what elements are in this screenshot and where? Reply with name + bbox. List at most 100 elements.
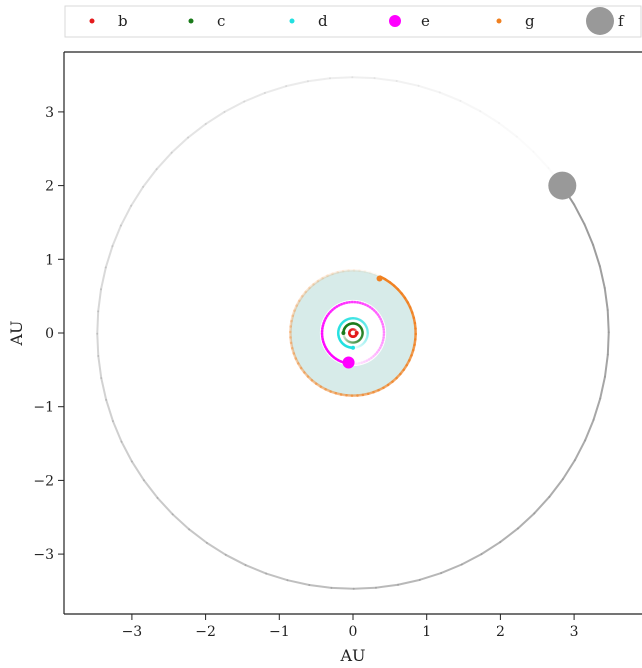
orbit-segment bbox=[265, 572, 289, 582]
orbit-segment bbox=[359, 337, 363, 341]
orbit-segment bbox=[119, 204, 133, 227]
orbit-segment bbox=[187, 122, 207, 139]
x-tick-label: −3 bbox=[122, 624, 143, 640]
orbit-segment bbox=[301, 290, 307, 298]
orbit-segment bbox=[374, 311, 380, 316]
y-tick-label: −3 bbox=[33, 547, 54, 563]
orbit-segment bbox=[381, 322, 385, 329]
orbit-segment bbox=[295, 299, 301, 307]
orbit-segment bbox=[314, 382, 323, 388]
orbit-segment bbox=[368, 271, 377, 276]
orbit-segment bbox=[363, 339, 368, 343]
orbit-segment bbox=[362, 321, 366, 325]
orbit-segment bbox=[111, 420, 123, 443]
orbit-segment bbox=[381, 338, 385, 345]
legend-label-e: e bbox=[421, 12, 430, 30]
orbit-segment bbox=[188, 528, 208, 544]
orbit-segment bbox=[516, 512, 536, 530]
orbit-segment bbox=[357, 339, 361, 343]
orbit-segment bbox=[374, 583, 400, 589]
planet-f bbox=[548, 171, 577, 200]
orbit-segment bbox=[479, 110, 501, 125]
orbit-segment bbox=[244, 564, 268, 575]
orbit-segment bbox=[360, 319, 364, 323]
orbit-segment bbox=[96, 332, 100, 357]
orbit-segment bbox=[480, 541, 502, 556]
orbit-segment bbox=[291, 309, 296, 318]
y-tick-label: −2 bbox=[33, 473, 54, 489]
orbit-segment bbox=[606, 309, 610, 334]
legend-marker-f bbox=[586, 7, 614, 35]
orbit-segment bbox=[592, 397, 602, 421]
orbit-segment bbox=[363, 270, 372, 275]
orbit-segment bbox=[142, 479, 159, 499]
orbit-segment bbox=[224, 553, 247, 567]
orbit-segment bbox=[343, 337, 347, 341]
planet-e bbox=[342, 356, 355, 369]
y-tick-label: 2 bbox=[45, 179, 54, 195]
orbit-segment bbox=[532, 150, 550, 170]
orbit-segment bbox=[170, 136, 190, 154]
legend-marker-c bbox=[188, 18, 194, 24]
orbit-segment bbox=[294, 357, 300, 365]
orbit-segment bbox=[142, 168, 158, 188]
orbit-segment bbox=[341, 269, 350, 273]
orbit-segment bbox=[361, 302, 367, 306]
planet-b bbox=[354, 331, 359, 335]
orbit-segment bbox=[330, 586, 355, 590]
orbit-segment bbox=[308, 583, 333, 589]
y-tick-label: 3 bbox=[45, 105, 54, 121]
orbit-segment bbox=[155, 151, 173, 171]
y-tick-label: 0 bbox=[45, 326, 54, 342]
orbit-segment bbox=[359, 318, 363, 323]
orbit-segment bbox=[371, 307, 376, 312]
orbit-segment bbox=[363, 359, 369, 364]
orbit-segment bbox=[395, 80, 420, 87]
orbit-d bbox=[337, 317, 369, 349]
orbit-segment bbox=[304, 286, 311, 294]
orbit-segment bbox=[366, 304, 372, 309]
orbit-segment bbox=[303, 371, 310, 378]
orbit-segment bbox=[599, 375, 606, 400]
orbit-segment bbox=[358, 301, 365, 305]
orbit-segment bbox=[130, 185, 145, 207]
x-tick-label: 3 bbox=[570, 624, 579, 640]
legend-label-b: b bbox=[118, 12, 128, 30]
y-axis-label: AU bbox=[7, 320, 26, 346]
orbit-segment bbox=[263, 85, 288, 94]
x-tick-label: −2 bbox=[195, 624, 216, 640]
orbit-segment bbox=[306, 375, 314, 382]
orbit-segment bbox=[357, 318, 362, 322]
orbit-segment bbox=[299, 366, 306, 374]
y-tick-label: 1 bbox=[45, 252, 54, 268]
orbit-f bbox=[96, 76, 610, 590]
legend-box bbox=[64, 5, 642, 38]
orbit-segment bbox=[298, 294, 304, 303]
y-tick-label: −1 bbox=[33, 400, 54, 416]
orbit-segment bbox=[223, 100, 246, 113]
orbit-segment bbox=[293, 304, 298, 312]
orbit-segment bbox=[105, 398, 114, 423]
orbit-segment bbox=[358, 269, 367, 273]
plot-area: −3 −2 −1 0 1 2 3 −3 −2 −1 0 1 2 3 bbox=[33, 51, 642, 640]
legend-marker-e bbox=[389, 15, 401, 27]
legend-label-g: g bbox=[525, 12, 535, 30]
planet-c bbox=[341, 331, 346, 335]
orbit-segment bbox=[606, 331, 610, 356]
orbit-segment bbox=[204, 110, 226, 125]
orbit-segment bbox=[357, 361, 364, 365]
orbit-segment bbox=[156, 496, 174, 516]
orbit-segment bbox=[418, 572, 443, 581]
orbit-segment bbox=[377, 346, 382, 352]
x-tick-label: 2 bbox=[496, 624, 505, 640]
orbit-segment bbox=[344, 337, 348, 342]
x-axis-label: AU bbox=[339, 646, 365, 665]
orbit-segment bbox=[365, 358, 371, 362]
orbit-segment bbox=[364, 303, 370, 308]
orbit-segment bbox=[306, 77, 332, 83]
orbit-segment bbox=[356, 301, 362, 305]
orbit-segment bbox=[374, 351, 379, 356]
orbit-segment bbox=[373, 309, 378, 314]
orbit-segment bbox=[97, 288, 103, 313]
